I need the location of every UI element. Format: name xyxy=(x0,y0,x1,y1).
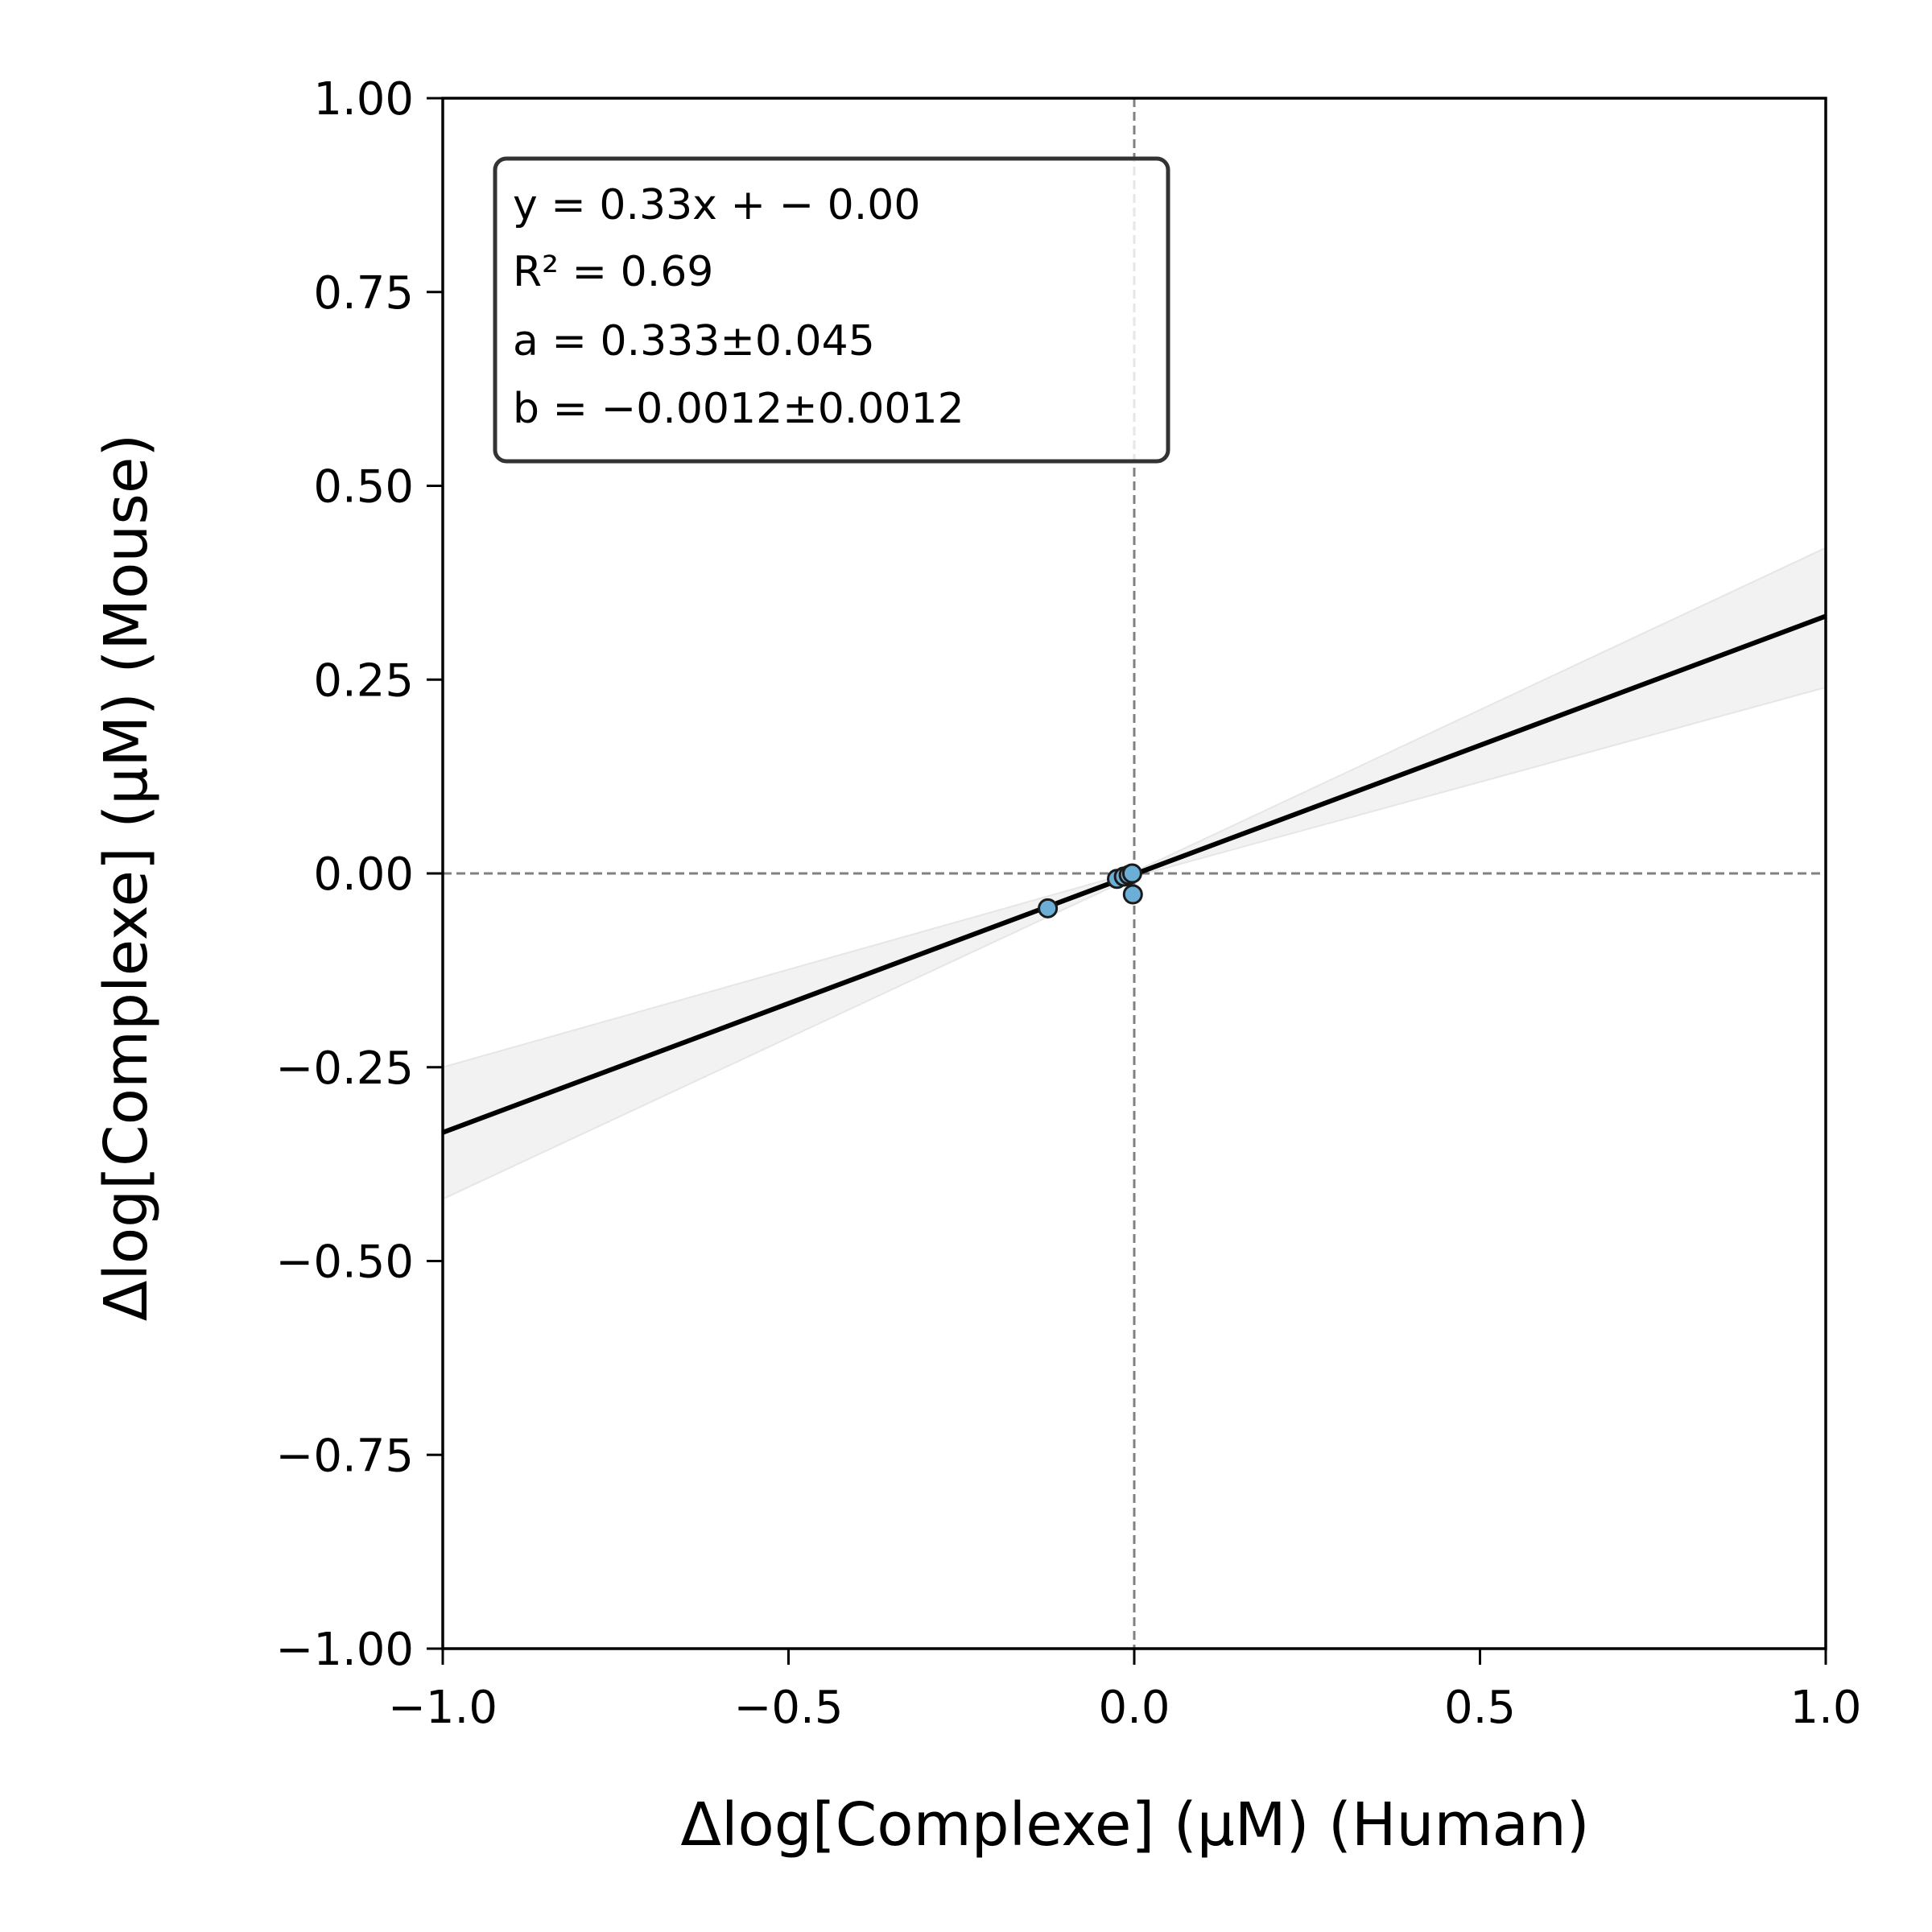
y-axis-label: Δlog[Complexe] (µM) (Mouse) xyxy=(92,434,161,1322)
x-tick-label: −1.0 xyxy=(388,1682,497,1734)
x-tick-label: 1.0 xyxy=(1790,1682,1861,1734)
y-tick-label: −1.00 xyxy=(275,1624,414,1676)
annotation-line-slope: a = 0.333±0.045 xyxy=(513,317,875,365)
y-tick-label: −0.75 xyxy=(275,1430,414,1482)
y-tick-label: 0.75 xyxy=(313,267,414,320)
data-point xyxy=(1038,898,1059,919)
data-point xyxy=(1121,863,1142,884)
fit-annotation-box: y = 0.33x + − 0.00 R² = 0.69 a = 0.333±0… xyxy=(493,156,1170,464)
y-tick-label: 1.00 xyxy=(313,73,414,126)
annotation-line-intercept: b = −0.0012±0.0012 xyxy=(513,385,964,433)
y-tick-label: 0.00 xyxy=(313,848,414,901)
data-point xyxy=(1122,884,1143,905)
plot-area: −1.0 −0.5 0.0 0.5 1.0 −1.00 −0.75 −0.50 −0.25 0.0… xyxy=(275,73,1861,1734)
x-tick-label: 0.0 xyxy=(1098,1682,1170,1734)
y-tick-label: 0.25 xyxy=(313,654,414,707)
y-tick-label: −0.50 xyxy=(275,1236,414,1289)
annotation-line-r-squared: R² = 0.69 xyxy=(513,248,713,296)
annotation-frame xyxy=(493,156,1170,464)
x-axis-label: Δlog[Complexe] (µM) (Human) xyxy=(680,1790,1589,1860)
annotation-line-equation: y = 0.33x + − 0.00 xyxy=(513,181,920,229)
x-tick-label: −0.5 xyxy=(734,1682,844,1734)
y-tick-label: −0.25 xyxy=(275,1042,414,1095)
x-tick-label: 0.5 xyxy=(1444,1682,1516,1734)
y-tick-label: 0.50 xyxy=(313,461,414,514)
